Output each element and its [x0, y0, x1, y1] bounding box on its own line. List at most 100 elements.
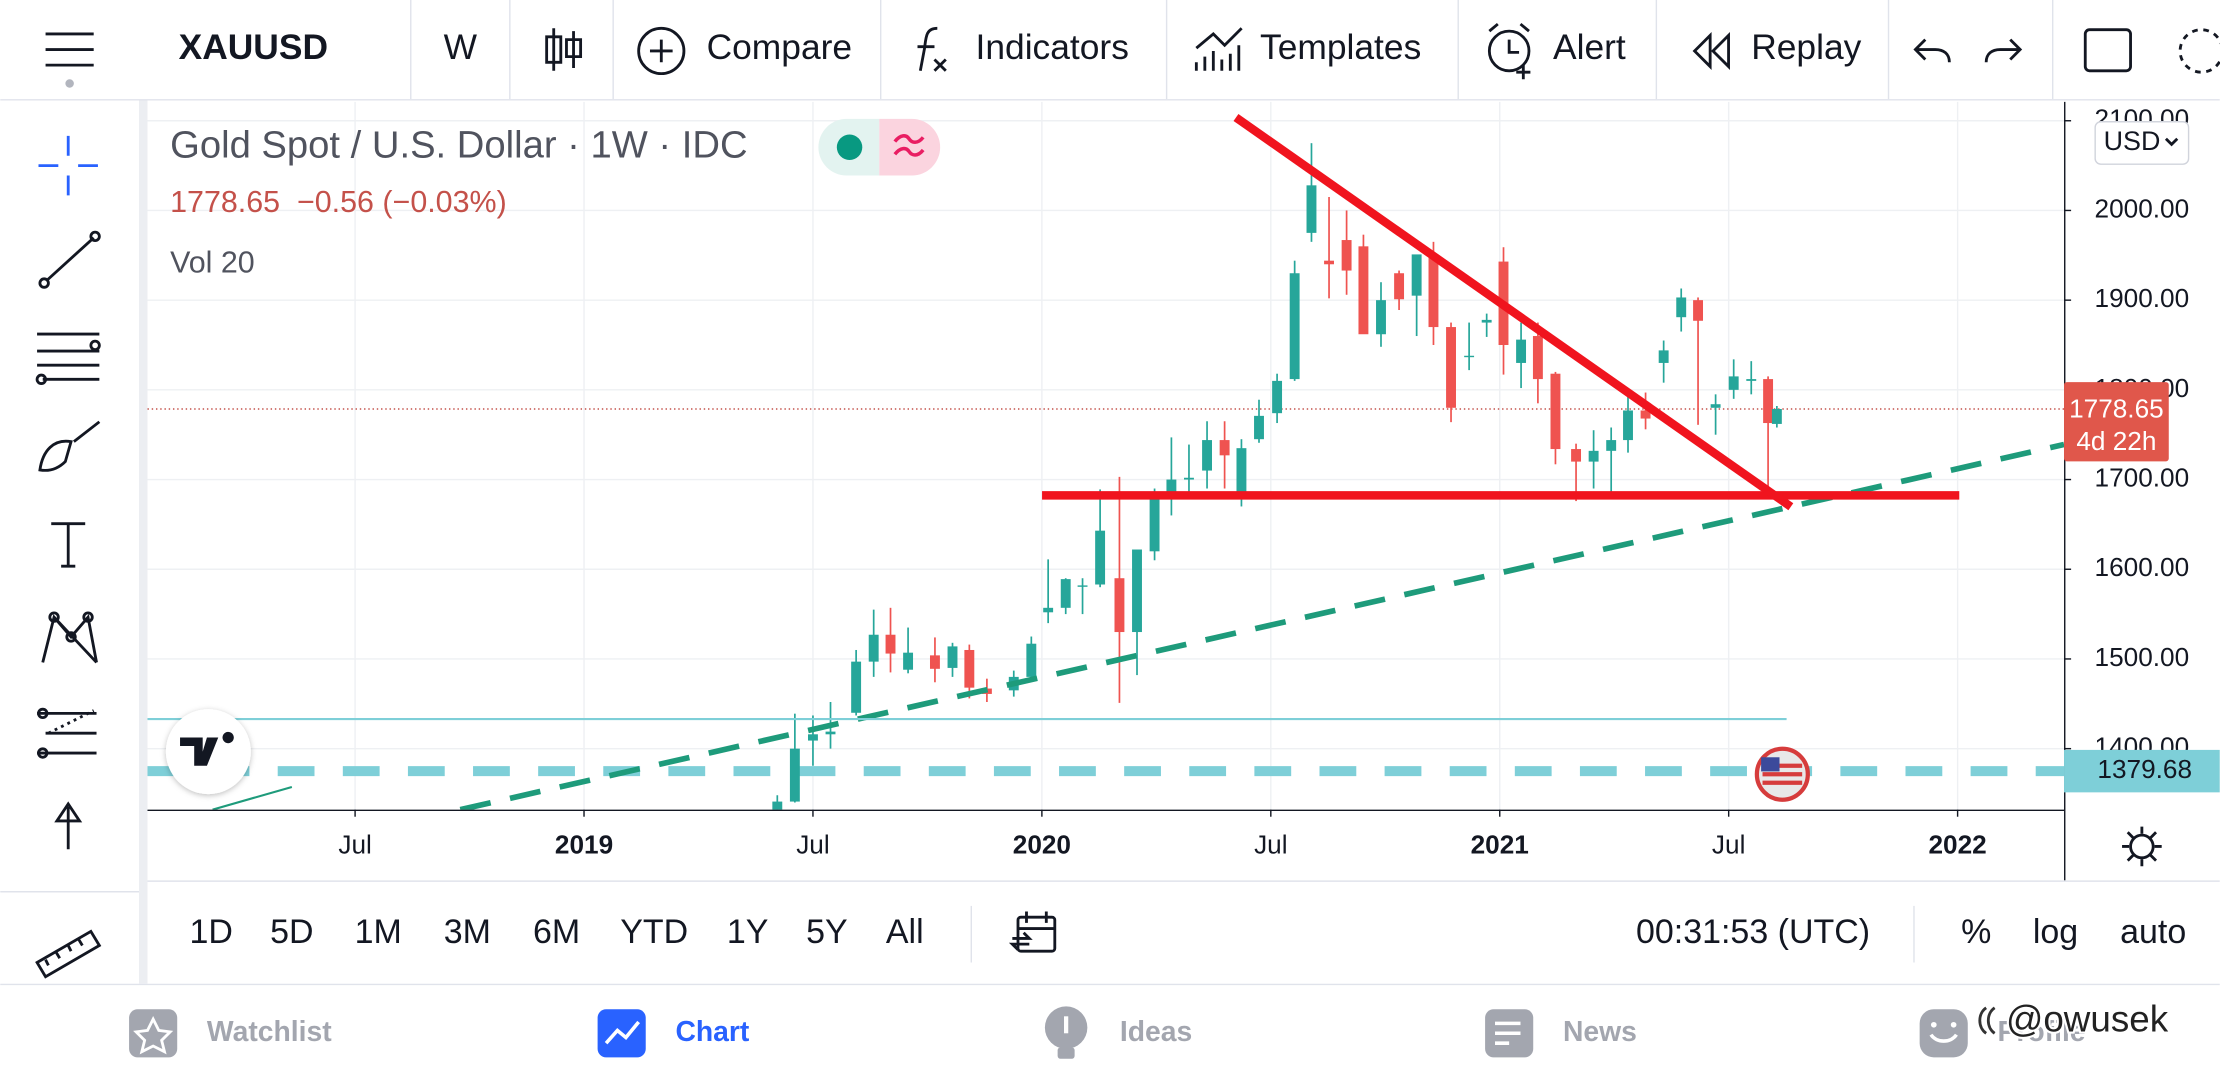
candle-body — [1272, 380, 1283, 414]
countdown: 4d 22h — [2076, 426, 2156, 456]
candle-body — [851, 661, 862, 713]
replay-icon — [1692, 31, 1730, 70]
replay-button[interactable]: Replay — [1751, 28, 1861, 67]
candle-body — [1446, 327, 1456, 408]
goto-date-button[interactable] — [1008, 911, 1057, 953]
candle-body — [929, 655, 940, 669]
candle-body — [1341, 240, 1352, 271]
compare-button[interactable]: Compare — [707, 28, 853, 67]
y-tick-label: 1500.00 — [2095, 642, 2190, 672]
currency-button[interactable]: USD — [2094, 121, 2190, 165]
range-button[interactable]: 1Y — [727, 913, 769, 951]
candle-body — [964, 649, 975, 688]
alert-price: 1379.68 — [2097, 754, 2192, 784]
candle-body — [1481, 319, 1492, 323]
candle-body — [789, 748, 800, 802]
log-button[interactable]: log — [2033, 913, 2078, 951]
symbol[interactable]: XAUUSD — [179, 28, 328, 67]
nav-label: News — [1563, 1015, 1637, 1047]
y-tick-label: 1700.00 — [2095, 462, 2190, 492]
candle-body — [1658, 350, 1669, 363]
profile-tab[interactable]: Profile — [1919, 1009, 2086, 1058]
watermark-text: @owusek — [2006, 999, 2169, 1040]
x-tick-label: 2021 — [1471, 829, 1529, 859]
alert-button[interactable]: Alert — [1553, 28, 1626, 67]
undo-button[interactable] — [1913, 38, 1951, 63]
candle-body — [1411, 254, 1422, 296]
candle-body — [1060, 579, 1071, 608]
x-tick-label: 2020 — [1013, 829, 1071, 859]
range-button[interactable]: 3M — [444, 913, 491, 951]
prediction-tool[interactable] — [37, 707, 97, 759]
menu-button[interactable] — [45, 32, 94, 88]
settings-button[interactable] — [2122, 826, 2162, 867]
candle-body — [947, 646, 958, 668]
candle-body — [1728, 376, 1739, 390]
text-tool[interactable] — [51, 522, 86, 568]
range-button[interactable]: 5Y — [806, 913, 848, 951]
interval[interactable]: W — [444, 28, 478, 67]
candle-body — [1236, 448, 1247, 494]
candle-body — [1184, 477, 1194, 480]
range-button[interactable]: 1D — [189, 913, 232, 951]
candle-body — [1676, 297, 1687, 318]
chart-tab[interactable]: Chart — [597, 1009, 750, 1058]
percent-button[interactable]: % — [1961, 913, 1991, 951]
candle-body — [1202, 440, 1213, 471]
range-button[interactable]: All — [886, 913, 924, 951]
crosshair-tool[interactable] — [38, 135, 98, 196]
candle-body — [1394, 273, 1405, 300]
range-button[interactable]: 6M — [533, 913, 580, 951]
range-button[interactable]: 1M — [355, 913, 402, 951]
nav-label: Ideas — [1120, 1015, 1192, 1047]
pattern-tool[interactable] — [41, 611, 98, 664]
x-tick-label: Jul — [1712, 829, 1745, 859]
range-button[interactable]: 5D — [270, 913, 313, 951]
candle-body — [1358, 246, 1369, 335]
candle-body — [1166, 479, 1177, 498]
candle-body — [1640, 410, 1651, 419]
candle-body — [772, 801, 783, 810]
y-tick-label: 2000.00 — [2095, 193, 2190, 223]
clock[interactable]: 00:31:53 (UTC) — [1636, 913, 1870, 951]
chart-type-button[interactable] — [545, 28, 583, 71]
candle-body — [1306, 185, 1317, 233]
redo-button[interactable] — [1984, 38, 2023, 63]
legend-quote: 1778.65 −0.56 (−0.03%) — [170, 185, 507, 219]
range-button[interactable]: YTD — [620, 913, 688, 951]
news-tab[interactable]: News — [1485, 1009, 1637, 1058]
candle-body — [1464, 355, 1475, 358]
candle-body — [1763, 379, 1774, 424]
ruler-tool[interactable] — [35, 929, 102, 979]
layout-button[interactable] — [2083, 28, 2132, 73]
legend-pill[interactable] — [818, 118, 941, 176]
candle-body — [1746, 379, 1757, 381]
fib-tool[interactable] — [35, 332, 101, 386]
candle-body — [1532, 336, 1543, 380]
candle-body — [1149, 494, 1160, 552]
x-tick-label: Jul — [338, 829, 371, 859]
candles — [772, 143, 1782, 810]
tv-logo[interactable] — [165, 709, 251, 795]
event-flag[interactable] — [1754, 746, 1810, 802]
ideas-tab[interactable]: Ideas — [1044, 1006, 1192, 1059]
x-tick-label: Jul — [796, 829, 829, 859]
candle-body — [1606, 440, 1617, 451]
arrow-tool[interactable] — [54, 801, 83, 850]
brush-tool[interactable] — [38, 420, 101, 472]
templates-button[interactable]: Templates — [1260, 28, 1421, 67]
candle-body — [807, 734, 818, 741]
candle-body — [1324, 260, 1334, 265]
auto-button[interactable]: auto — [2120, 913, 2186, 951]
candle-body — [1077, 585, 1088, 587]
watchlist-tab[interactable]: Watchlist — [129, 1009, 332, 1058]
templates-icon — [1194, 27, 1243, 71]
indicators-button[interactable]: Indicators — [976, 28, 1129, 67]
candle-body — [1026, 643, 1037, 677]
trendline-tool[interactable] — [38, 230, 101, 289]
drawings[interactable] — [147, 114, 2065, 810]
watermark: @owusek — [1978, 997, 2171, 1042]
legend-title: Gold Spot / U.S. Dollar · 1W · IDC — [170, 123, 747, 166]
last-price: 1778.65 — [2069, 393, 2164, 423]
